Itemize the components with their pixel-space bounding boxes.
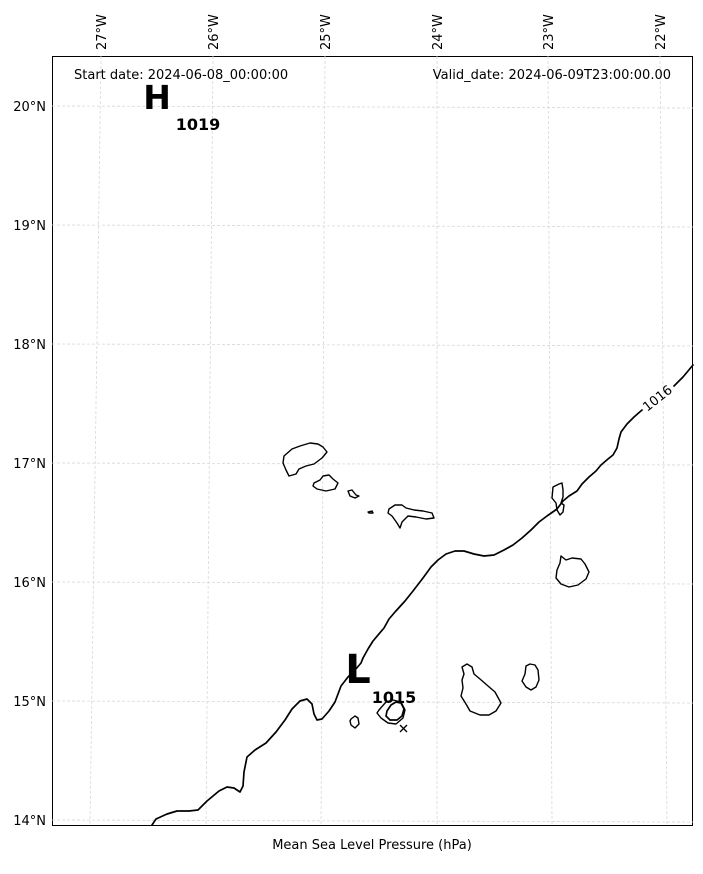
high-pressure-marker: H 1019	[143, 78, 220, 134]
island-boa-vista	[555, 555, 590, 588]
island-sao-vicente	[312, 474, 339, 492]
coastlines	[282, 442, 590, 729]
low-pressure-marker: L 1015	[345, 647, 417, 733]
island-santa-luzia	[347, 489, 360, 499]
island-santiago	[460, 663, 502, 716]
meridian-22w	[659, 55, 668, 827]
lat-label-19n: 19°N	[13, 219, 46, 234]
parallel-15n	[51, 700, 694, 704]
lon-label-23w: 23°W	[542, 14, 557, 50]
lat-label-15n: 15°N	[13, 695, 46, 710]
lat-label-14n: 14°N	[13, 814, 46, 829]
isobar-1016	[151, 409, 643, 826]
map-frame	[52, 56, 693, 826]
parallel-18n	[51, 343, 694, 347]
lon-label-25w: 25°W	[319, 14, 334, 50]
lon-label-24w: 24°W	[431, 14, 446, 50]
lon-label-22w: 22°W	[654, 14, 669, 50]
lat-label-18n: 18°N	[13, 338, 46, 353]
parallel-16n	[51, 581, 694, 585]
lat-label-17n: 17°N	[13, 457, 46, 472]
valid-date-label: Valid_date: 2024-06-09T23:00:00.00	[433, 68, 671, 83]
island-fogo	[376, 699, 406, 725]
low-value: 1015	[372, 688, 417, 707]
isobar-1016-label: 1016	[640, 383, 675, 415]
low-symbol: L	[345, 647, 371, 693]
start-date-label: Start date: 2024-06-08_00:00:00	[74, 68, 288, 83]
meridian-23w	[547, 55, 553, 827]
parallel-20n	[51, 105, 694, 109]
graticule	[51, 55, 694, 827]
meridian-27w	[89, 55, 102, 827]
island-sal	[551, 482, 565, 516]
longitude-labels: 27°W 26°W 25°W 24°W 23°W 22°W	[95, 14, 669, 50]
meridian-26w	[205, 55, 214, 827]
high-value: 1019	[176, 115, 221, 134]
parallel-17n	[51, 462, 694, 466]
isobar-1015-closed	[385, 701, 405, 721]
map-caption: Mean Sea Level Pressure (hPa)	[272, 838, 472, 853]
island-sao-nicolau	[387, 504, 435, 529]
island-brava	[349, 715, 360, 729]
high-symbol: H	[143, 78, 171, 117]
lat-label-20n: 20°N	[13, 100, 46, 115]
island-ilheu	[367, 510, 374, 514]
latitude-labels: 20°N 19°N 18°N 17°N 16°N 15°N 14°N	[13, 100, 46, 829]
isobar-1016-end	[673, 364, 694, 387]
isobars	[151, 364, 694, 826]
low-center-cross-icon	[399, 724, 408, 733]
lat-label-16n: 16°N	[13, 576, 46, 591]
parallel-14n	[51, 819, 694, 823]
lon-label-26w: 26°W	[207, 14, 222, 50]
meridian-25w	[320, 55, 326, 827]
parallel-19n	[51, 224, 694, 228]
island-maio	[521, 663, 540, 691]
island-santo-antao	[282, 442, 328, 477]
lon-label-27w: 27°W	[95, 14, 110, 50]
